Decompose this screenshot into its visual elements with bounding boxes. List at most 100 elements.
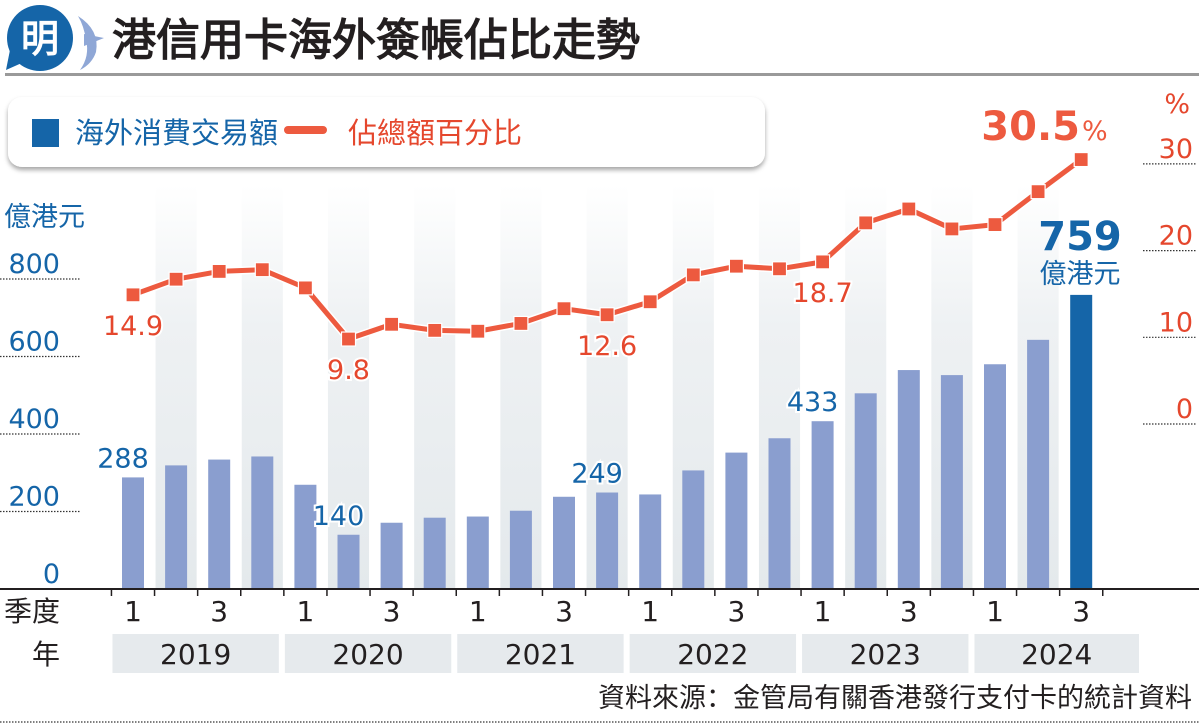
bar [337, 534, 360, 589]
year-axis-label: 年 [32, 638, 60, 671]
quarter-tick-label: 1 [641, 595, 659, 628]
bar [854, 393, 877, 589]
data-labels: 288 140 249 433 14.9 9.8 12.6 18.7 [95, 276, 854, 534]
bar [553, 496, 575, 589]
line-marker [814, 254, 831, 270]
latest-bar-value: 759 [1038, 214, 1122, 260]
legend-bar-label: 海外消費交易額 [75, 116, 278, 150]
left-axis-tick-label: 0 [43, 559, 60, 590]
bar [725, 452, 748, 589]
line-marker [728, 258, 745, 274]
line-marker [1073, 151, 1089, 168]
legend: 海外消費交易額 佔總額百分比 [8, 97, 765, 167]
bar [423, 517, 446, 589]
line-series [125, 151, 1089, 347]
left-axis: 億港元 0 200 400 600 800 [0, 202, 85, 590]
line-marker [642, 294, 658, 310]
bar [122, 477, 144, 589]
line-marker [340, 331, 357, 347]
latest-pct-unit: % [1082, 116, 1108, 147]
bar [165, 465, 188, 589]
latest-annotations: 30.5 % 759 億港元 [981, 104, 1121, 290]
quarter-tick-label: 3 [900, 595, 918, 628]
right-axis-tick-label: 10 [1159, 307, 1193, 338]
right-axis-unit: % [1164, 89, 1190, 120]
line-marker [254, 262, 270, 278]
bar [294, 484, 317, 589]
quarter-tick-label: 1 [814, 595, 832, 628]
bar [811, 421, 834, 589]
line-value-label: 12.6 [577, 331, 637, 362]
year-label: 2024 [1021, 638, 1092, 671]
right-axis: % 0 10 20 30 [1143, 89, 1196, 425]
quarter-tick-label: 1 [469, 595, 487, 628]
x-axis: 季度 年 1 3 1 3 1 3 1 3 1 3 1 3 2019 2020 2021 2022 2023 202… [0, 588, 1199, 673]
left-axis-tick-label: 200 [8, 482, 60, 513]
page-title: 港信用卡海外簽帳佔比走勢 [112, 15, 640, 66]
latest-bar-unit: 億港元 [1040, 259, 1121, 290]
quarter-tick-label: 1 [986, 595, 1004, 628]
quarter-tick-label: 3 [383, 595, 401, 628]
legend-bar-swatch [32, 119, 59, 147]
header: 明 港信用卡海外簽帳佔比走勢 [5, 5, 1199, 76]
year-box [629, 634, 797, 673]
line-marker [987, 216, 1003, 233]
quarter-tick-label: 3 [555, 595, 573, 628]
year-label: 2021 [505, 638, 576, 671]
logo-icon: 明 [6, 5, 104, 71]
bar [897, 370, 920, 589]
line-value-label: 9.8 [327, 355, 370, 386]
line-marker [427, 322, 443, 338]
background-stripe [327, 185, 370, 589]
year-label: 2023 [850, 638, 921, 671]
bar [466, 516, 489, 589]
bar-value-label: 433 [787, 387, 839, 418]
year-label: 2022 [677, 638, 748, 671]
quarter-tick-label: 3 [1072, 595, 1090, 628]
year-box [112, 634, 279, 673]
left-axis-unit: 億港元 [4, 202, 85, 233]
bar [1070, 294, 1093, 589]
left-axis-tick-label: 600 [8, 327, 60, 358]
right-axis-tick-label: 20 [1159, 221, 1193, 252]
line-marker [771, 261, 788, 277]
quarter-tick-label: 1 [296, 595, 314, 628]
year-label: 2019 [160, 638, 231, 671]
year-box [284, 634, 452, 673]
bar [639, 494, 662, 589]
line-value-label: 14.9 [103, 311, 163, 342]
quarter-tick-label: 3 [727, 595, 745, 628]
line-marker [513, 315, 529, 332]
bar-value-label: 249 [571, 459, 623, 490]
year-box [802, 634, 969, 673]
bar [596, 492, 619, 589]
bar-series [122, 294, 1093, 589]
logo-text: 明 [21, 17, 59, 61]
line-marker [858, 215, 874, 231]
right-axis-tick-label: 0 [1176, 394, 1193, 425]
left-axis-tick-label: 400 [8, 404, 60, 435]
quarter-axis-label: 季度 [4, 595, 60, 628]
line-marker [599, 307, 615, 323]
legend-box [8, 97, 765, 167]
title-rule [5, 73, 1199, 76]
right-axis-tick-label: 30 [1159, 134, 1193, 165]
line-marker [556, 301, 572, 317]
line-marker [297, 280, 313, 296]
line-marker [211, 263, 227, 280]
bar [208, 459, 231, 589]
baseline [0, 588, 1199, 590]
bar [768, 438, 791, 589]
footer: 資料來源：金管局有關香港發行支付卡的統計資料 [0, 683, 1199, 723]
line-marker [685, 267, 701, 283]
line-marker [384, 316, 400, 332]
legend-line-label: 佔總額百分比 [348, 116, 522, 150]
bar [251, 456, 274, 589]
line-marker [168, 271, 184, 287]
bar [682, 470, 705, 589]
quarter-tick-label: 1 [124, 595, 142, 628]
bar [509, 510, 532, 589]
legend-line-swatch [284, 126, 327, 134]
quarter-tick-label: 3 [210, 595, 228, 628]
